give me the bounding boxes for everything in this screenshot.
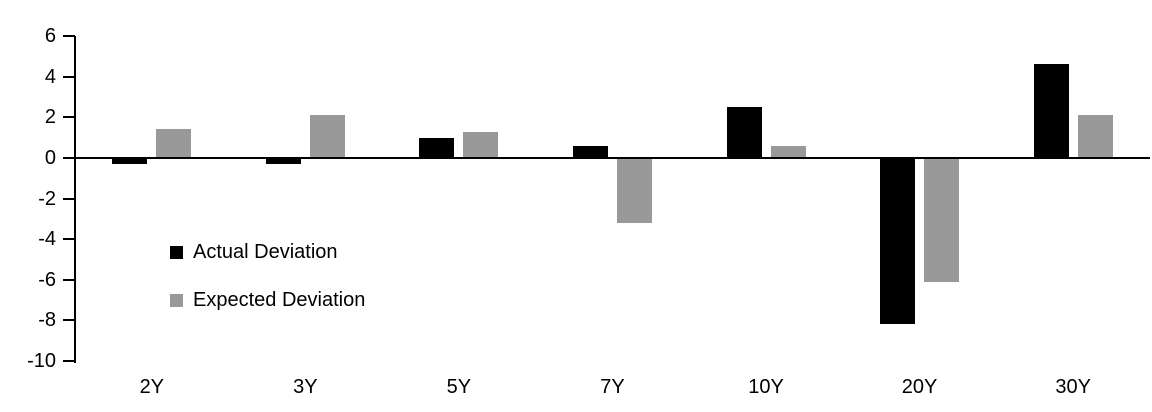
y-tick-mark--10 [63,360,75,362]
legend-swatch-actual-icon [170,245,183,259]
y-tick-mark--8 [63,319,75,322]
x-tick-label-30y: 30Y [1055,376,1091,398]
y-axis-line [74,36,76,363]
legend-label-expected-deviation: Expected Deviation [193,289,366,311]
bar-expected-deviation-10y [770,145,806,158]
bar-actual-deviation-10y [726,107,762,158]
y-tick-label-2: 2 [44,106,56,129]
bar-actual-deviation-2y [112,157,148,164]
y-tick-label--10: -10 [27,350,56,372]
y-tick-mark--2 [63,197,75,200]
y-tick-label--8: -8 [38,309,56,332]
x-tick-label-20y: 20Y [901,376,938,398]
legend: Actual Deviation Expected Deviation [170,240,365,312]
x-tick-label-10y: 10Y [748,376,784,398]
bar-expected-deviation-30y [1077,115,1113,158]
bar-actual-deviation-7y [573,145,608,158]
legend-item-actual-deviation: Actual Deviation [170,240,365,264]
legend-item-expected-deviation: Expected Deviation [170,288,365,312]
x-tick-label-2y: 2Y [139,376,165,398]
y-tick-label-6: 6 [44,25,56,47]
legend-swatch-expected-icon [170,293,183,307]
y-tick-mark-6 [63,35,75,37]
legend-label-actual-deviation: Actual Deviation [193,241,338,263]
x-axis-zero-line [74,157,1150,159]
bar-actual-deviation-30y [1033,64,1069,158]
bar-actual-deviation-5y [419,137,455,158]
bar-expected-deviation-20y [924,157,960,282]
y-tick-mark-4 [63,75,75,78]
y-tick-label--6: -6 [38,268,56,291]
bar-expected-deviation-7y [617,157,652,223]
bar-actual-deviation-20y [880,157,916,325]
y-tick-mark-0 [63,156,75,159]
x-tick-label-3y: 3Y [293,376,318,398]
y-tick-mark--4 [63,238,75,241]
bar-expected-deviation-2y [156,129,192,158]
x-tick-label-7y: 7Y [600,376,625,398]
x-tick-label-5y: 5Y [446,376,472,398]
y-tick-label-4: 4 [44,65,56,88]
y-tick-label-0: 0 [44,146,56,169]
y-tick-label--2: -2 [38,187,56,210]
y-tick-label--4: -4 [38,228,56,251]
bar-expected-deviation-3y [309,115,345,158]
bar-expected-deviation-5y [463,131,499,158]
bar-actual-deviation-3y [265,157,301,164]
y-tick-mark-2 [63,116,75,119]
y-tick-mark--6 [63,278,75,281]
